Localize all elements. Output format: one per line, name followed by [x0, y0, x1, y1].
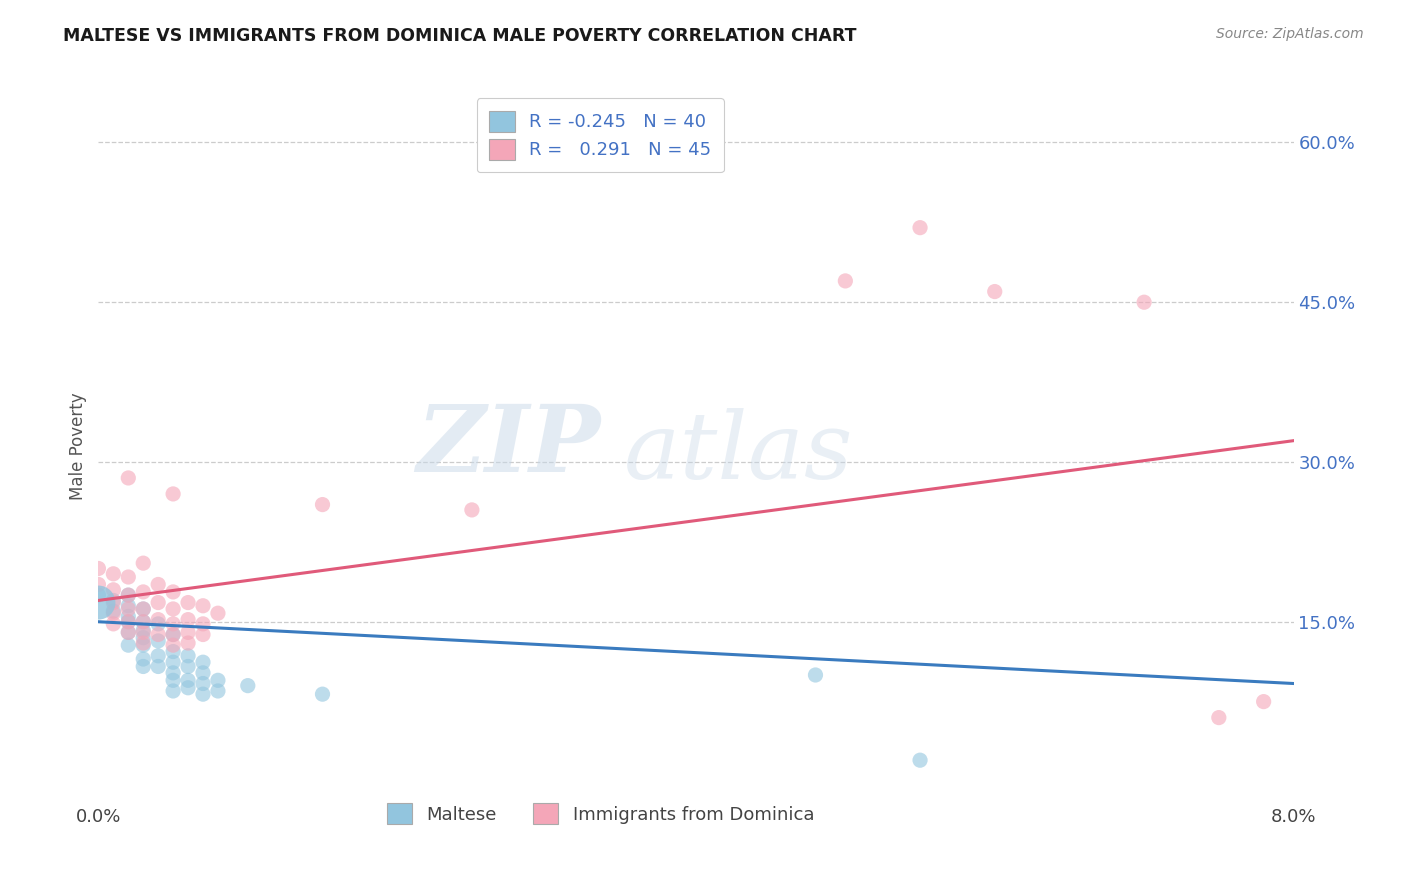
Point — [191, 687, 214, 701]
Point — [177, 648, 200, 663]
Point — [804, 668, 827, 682]
Point — [117, 625, 139, 640]
Point — [148, 616, 170, 631]
Point — [117, 602, 139, 616]
Point — [132, 624, 155, 638]
Point — [1133, 295, 1156, 310]
Point — [117, 588, 139, 602]
Point — [162, 684, 184, 698]
Point — [191, 655, 214, 669]
Point — [103, 596, 125, 610]
Point — [207, 684, 229, 698]
Point — [117, 599, 139, 613]
Point — [162, 602, 184, 616]
Point — [1208, 710, 1230, 724]
Point — [191, 627, 214, 641]
Point — [162, 644, 184, 658]
Point — [984, 285, 1007, 299]
Point — [236, 679, 259, 693]
Point — [148, 577, 170, 591]
Point — [162, 585, 184, 599]
Point — [87, 577, 110, 591]
Point — [311, 687, 333, 701]
Point — [177, 625, 200, 640]
Point — [834, 274, 856, 288]
Point — [103, 616, 125, 631]
Point — [162, 627, 184, 641]
Point — [132, 636, 155, 650]
Point — [132, 638, 155, 652]
Point — [461, 503, 484, 517]
Point — [162, 627, 184, 641]
Point — [117, 615, 139, 629]
Point — [162, 487, 184, 501]
Text: atlas: atlas — [624, 409, 853, 498]
Point — [191, 599, 214, 613]
Point — [207, 606, 229, 620]
Point — [132, 556, 155, 570]
Point — [191, 665, 214, 680]
Point — [1253, 695, 1275, 709]
Point — [148, 648, 170, 663]
Point — [908, 220, 931, 235]
Point — [132, 615, 155, 629]
Point — [132, 631, 155, 645]
Point — [87, 561, 110, 575]
Point — [177, 673, 200, 688]
Point — [117, 625, 139, 640]
Point — [177, 659, 200, 673]
Point — [117, 588, 139, 602]
Point — [132, 625, 155, 640]
Point — [162, 655, 184, 669]
Point — [177, 596, 200, 610]
Point — [87, 588, 110, 602]
Point — [148, 613, 170, 627]
Point — [191, 616, 214, 631]
Point — [162, 665, 184, 680]
Text: Source: ZipAtlas.com: Source: ZipAtlas.com — [1216, 27, 1364, 41]
Point — [148, 627, 170, 641]
Legend: Maltese, Immigrants from Dominica: Maltese, Immigrants from Dominica — [374, 790, 827, 837]
Point — [132, 585, 155, 599]
Point — [117, 615, 139, 629]
Point — [177, 636, 200, 650]
Point — [148, 659, 170, 673]
Point — [132, 602, 155, 616]
Point — [117, 638, 139, 652]
Point — [162, 638, 184, 652]
Point — [311, 498, 333, 512]
Point — [117, 570, 139, 584]
Point — [132, 659, 155, 673]
Point — [132, 615, 155, 629]
Point — [117, 609, 139, 624]
Point — [103, 604, 125, 618]
Point — [103, 566, 125, 581]
Point — [148, 634, 170, 648]
Point — [148, 596, 170, 610]
Text: MALTESE VS IMMIGRANTS FROM DOMINICA MALE POVERTY CORRELATION CHART: MALTESE VS IMMIGRANTS FROM DOMINICA MALE… — [63, 27, 856, 45]
Point — [908, 753, 931, 767]
Point — [191, 676, 214, 690]
Point — [177, 613, 200, 627]
Point — [132, 602, 155, 616]
Point — [132, 652, 155, 666]
Point — [103, 593, 125, 607]
Point — [87, 596, 110, 610]
Point — [103, 606, 125, 620]
Point — [117, 471, 139, 485]
Point — [207, 673, 229, 688]
Point — [103, 582, 125, 597]
Point — [162, 616, 184, 631]
Y-axis label: Male Poverty: Male Poverty — [69, 392, 87, 500]
Point — [177, 681, 200, 695]
Point — [162, 673, 184, 688]
Text: ZIP: ZIP — [416, 401, 600, 491]
